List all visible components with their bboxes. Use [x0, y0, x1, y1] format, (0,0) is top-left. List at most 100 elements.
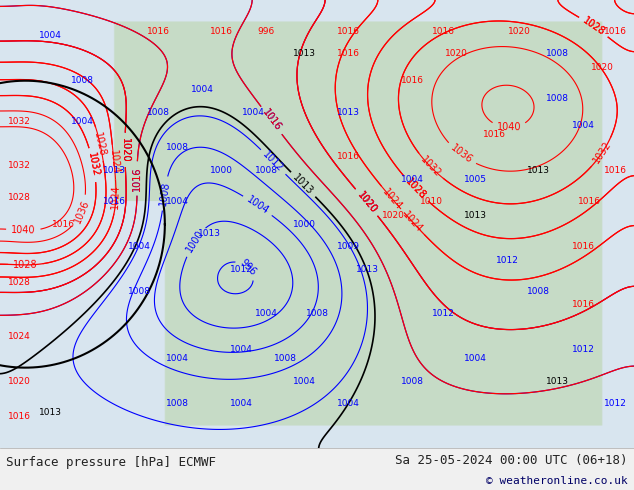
Text: 1024: 1024 — [8, 332, 30, 341]
Text: 1004: 1004 — [166, 354, 189, 363]
Text: 1024: 1024 — [401, 209, 425, 234]
Text: 1008: 1008 — [547, 94, 569, 103]
Text: 1013: 1013 — [291, 172, 315, 196]
Text: 1020: 1020 — [120, 138, 130, 162]
Text: 1016: 1016 — [260, 108, 283, 133]
Text: 1013: 1013 — [337, 108, 360, 117]
Text: Surface pressure [hPa] ECMWF: Surface pressure [hPa] ECMWF — [6, 456, 216, 469]
Text: 1020: 1020 — [120, 138, 130, 162]
Text: 1008: 1008 — [166, 399, 189, 408]
Text: 1040: 1040 — [11, 225, 36, 236]
Text: 1016: 1016 — [578, 197, 601, 206]
Text: 1013: 1013 — [356, 265, 379, 273]
Text: Sa 25-05-2024 00:00 UTC (06+18): Sa 25-05-2024 00:00 UTC (06+18) — [395, 454, 628, 466]
Text: 1024: 1024 — [381, 187, 404, 212]
Text: 996: 996 — [238, 258, 258, 278]
Text: 1012: 1012 — [604, 399, 626, 408]
Text: 1020: 1020 — [355, 190, 378, 215]
Text: 1008: 1008 — [147, 108, 170, 117]
Text: 1020: 1020 — [445, 49, 468, 58]
Text: 1004: 1004 — [242, 108, 265, 117]
Text: 1000: 1000 — [184, 228, 205, 254]
Text: 1008: 1008 — [547, 49, 569, 58]
Text: 1024: 1024 — [108, 149, 120, 174]
Text: 1016: 1016 — [432, 27, 455, 36]
Text: 1028: 1028 — [581, 16, 607, 38]
Text: 1028: 1028 — [581, 16, 607, 38]
Text: 1016: 1016 — [8, 413, 30, 421]
Text: 1032: 1032 — [592, 140, 613, 166]
Text: 1020: 1020 — [508, 27, 531, 36]
Text: 1012: 1012 — [496, 256, 519, 265]
Text: 1028: 1028 — [8, 193, 30, 202]
Text: 1013: 1013 — [198, 229, 221, 238]
Text: 1016: 1016 — [572, 300, 595, 309]
Text: 1008: 1008 — [158, 181, 171, 206]
Text: 1020: 1020 — [355, 190, 378, 215]
Text: 1032: 1032 — [86, 152, 101, 178]
Text: 1000: 1000 — [293, 220, 316, 229]
Text: 1008: 1008 — [527, 287, 550, 296]
Text: 1028: 1028 — [403, 176, 428, 201]
Text: 1016: 1016 — [337, 49, 360, 58]
Text: 1016: 1016 — [604, 166, 626, 175]
Text: 1028: 1028 — [13, 260, 38, 270]
Text: 1016: 1016 — [132, 166, 142, 191]
Text: 1004: 1004 — [464, 354, 487, 363]
Text: 1020: 1020 — [355, 190, 378, 215]
Text: 1012: 1012 — [261, 150, 285, 174]
Text: 1020: 1020 — [120, 138, 130, 162]
Text: 1020: 1020 — [8, 377, 30, 386]
Text: 1004: 1004 — [128, 242, 151, 251]
Text: 1024: 1024 — [110, 184, 121, 209]
Text: 1016: 1016 — [337, 27, 360, 36]
Text: 1008: 1008 — [274, 354, 297, 363]
Text: 1004: 1004 — [245, 195, 271, 217]
Text: 1016: 1016 — [52, 220, 75, 229]
Text: 1013: 1013 — [464, 211, 487, 220]
Text: 1036: 1036 — [72, 198, 91, 224]
Text: 1020: 1020 — [382, 211, 404, 220]
Text: 1012: 1012 — [432, 309, 455, 318]
Text: 1016: 1016 — [401, 76, 424, 85]
Text: 1036: 1036 — [449, 143, 474, 166]
Text: 1004: 1004 — [255, 309, 278, 318]
Text: 1008: 1008 — [306, 309, 328, 318]
Text: 1013: 1013 — [39, 408, 62, 417]
Text: 1004: 1004 — [191, 85, 214, 94]
Text: 1028: 1028 — [403, 176, 428, 201]
Text: 1005: 1005 — [464, 175, 487, 184]
Text: © weatheronline.co.uk: © weatheronline.co.uk — [486, 476, 628, 486]
Text: 1009: 1009 — [337, 242, 360, 251]
Text: 1004: 1004 — [230, 399, 252, 408]
Text: 1016: 1016 — [132, 166, 142, 191]
Text: 1020: 1020 — [591, 63, 614, 72]
Text: 1016: 1016 — [572, 242, 595, 251]
Text: 1016: 1016 — [337, 152, 360, 161]
Text: 1028: 1028 — [93, 131, 108, 157]
Text: 1028: 1028 — [8, 278, 30, 287]
Text: 1004: 1004 — [401, 175, 424, 184]
Text: 1040: 1040 — [496, 122, 521, 133]
Text: 1008: 1008 — [128, 287, 151, 296]
Text: 996: 996 — [257, 27, 275, 36]
Text: 1000: 1000 — [210, 166, 233, 175]
Text: 1032: 1032 — [8, 161, 30, 171]
Text: 1016: 1016 — [103, 197, 126, 206]
Text: 1008: 1008 — [166, 144, 189, 152]
Text: 1004: 1004 — [71, 117, 94, 125]
Text: 1016: 1016 — [260, 108, 283, 133]
Text: 1032: 1032 — [8, 117, 30, 125]
Text: 1013: 1013 — [527, 166, 550, 175]
Text: 1012: 1012 — [572, 345, 595, 354]
Text: 1004: 1004 — [572, 121, 595, 130]
Text: 1008: 1008 — [401, 377, 424, 386]
Text: 1016: 1016 — [210, 27, 233, 36]
Text: 1013: 1013 — [547, 377, 569, 386]
Text: 1032: 1032 — [418, 154, 443, 179]
Text: 1013: 1013 — [103, 166, 126, 175]
Text: 1013: 1013 — [293, 49, 316, 58]
Text: 1016: 1016 — [483, 130, 506, 139]
Text: 1010: 1010 — [420, 197, 443, 206]
Text: 1004: 1004 — [230, 345, 252, 354]
